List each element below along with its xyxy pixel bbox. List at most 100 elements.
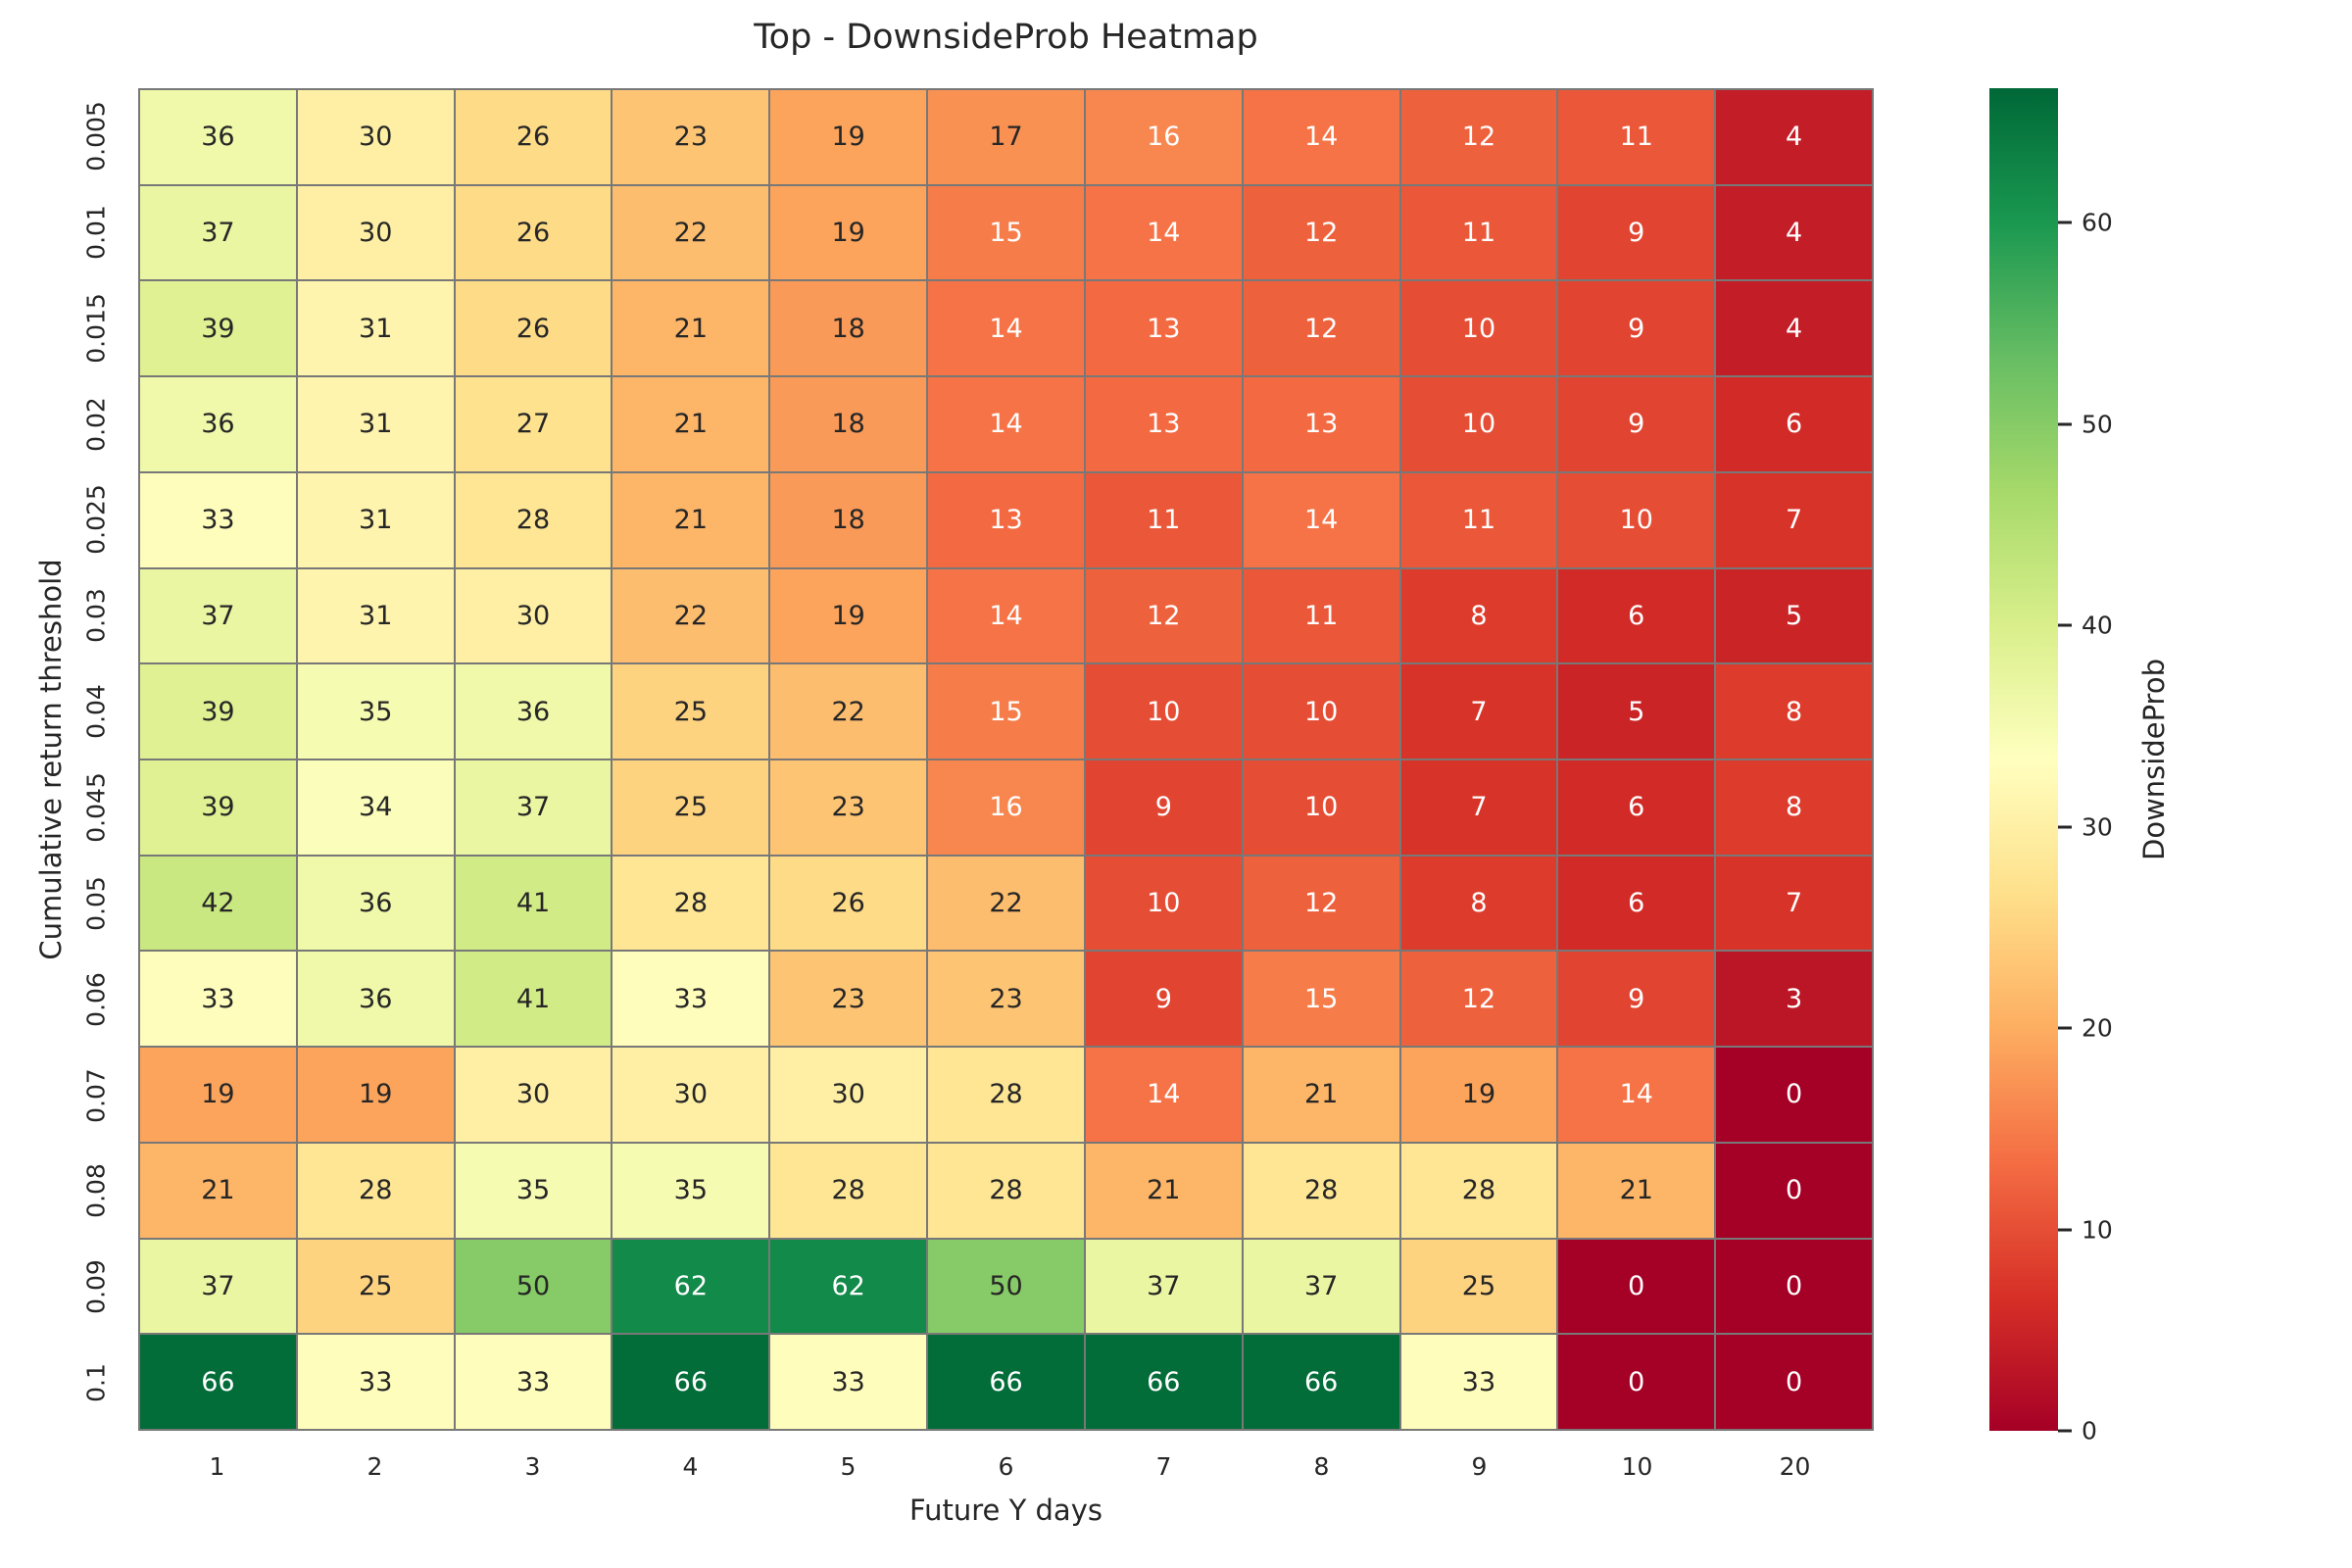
heatmap-cell: 16: [1085, 90, 1242, 184]
heatmap-cell: 23: [770, 952, 927, 1047]
colorbar-tick-label: 50: [2082, 410, 2113, 439]
y-tick-label: 0.06: [81, 971, 111, 1027]
colorbar-tick-label: 40: [2082, 611, 2113, 640]
heatmap-cell: 36: [140, 90, 296, 184]
colorbar-tick-label: 20: [2082, 1013, 2113, 1043]
heatmap-cell: 14: [928, 377, 1084, 471]
heatmap-cell: 19: [1400, 1048, 1557, 1142]
y-tick-label: 0.045: [81, 772, 111, 843]
heatmap-cell: 13: [1243, 377, 1399, 471]
heatmap-cell: 33: [140, 472, 296, 567]
heatmap-cell: 12: [1243, 281, 1399, 376]
y-tick-label: 0.005: [81, 101, 111, 172]
heatmap-cell: 5: [1558, 664, 1715, 759]
x-tick-label: 5: [840, 1452, 857, 1481]
heatmap-cell: 23: [770, 760, 927, 855]
colorbar-tick-label: 60: [2082, 208, 2113, 237]
colorbar-tick-mark: [2058, 1026, 2072, 1030]
heatmap-cell: 31: [297, 472, 454, 567]
x-tick-label: 8: [1313, 1452, 1330, 1481]
heatmap-cell: 33: [297, 1335, 454, 1429]
heatmap-cell: 66: [1085, 1335, 1242, 1429]
heatmap-cell: 33: [1400, 1335, 1557, 1429]
heatmap-cell: 34: [297, 760, 454, 855]
heatmap-cell: 26: [770, 856, 927, 951]
heatmap-cell: 28: [928, 1143, 1084, 1238]
heatmap-cell: 8: [1400, 856, 1557, 951]
heatmap-cell: 9: [1558, 377, 1715, 471]
heatmap-cell: 36: [140, 377, 296, 471]
heatmap-cell: 21: [612, 472, 769, 567]
heatmap-cell: 17: [928, 90, 1084, 184]
y-tick-label: 0.01: [81, 204, 111, 260]
heatmap-cell: 21: [1243, 1048, 1399, 1142]
heatmap-cell: 0: [1716, 1143, 1872, 1238]
heatmap-cell: 66: [612, 1335, 769, 1429]
heatmap-cell: 14: [1243, 472, 1399, 567]
y-tick-label: 0.025: [81, 484, 111, 556]
heatmap-cell: 7: [1400, 760, 1557, 855]
heatmap-cell: 21: [140, 1143, 296, 1238]
heatmap-cell: 8: [1716, 664, 1872, 759]
heatmap-cell: 14: [928, 568, 1084, 663]
heatmap-cell: 41: [455, 952, 612, 1047]
heatmap-cell: 23: [928, 952, 1084, 1047]
heatmap-cell: 5: [1716, 568, 1872, 663]
heatmap-cell: 50: [455, 1239, 612, 1334]
x-axis-label: Future Y days: [909, 1494, 1102, 1527]
heatmap-cell: 33: [140, 952, 296, 1047]
heatmap-cell: 11: [1243, 568, 1399, 663]
heatmap-cell: 22: [770, 664, 927, 759]
heatmap-cell: 14: [1243, 90, 1399, 184]
colorbar-tick-label: 10: [2082, 1215, 2113, 1244]
heatmap-cell: 25: [612, 760, 769, 855]
heatmap-cell: 14: [1558, 1048, 1715, 1142]
heatmap-cell: 31: [297, 281, 454, 376]
heatmap-cell: 4: [1716, 90, 1872, 184]
heatmap-cell: 25: [1400, 1239, 1557, 1334]
heatmap-cell: 10: [1243, 760, 1399, 855]
heatmap-cell: 12: [1243, 185, 1399, 280]
heatmap-cell: 0: [1558, 1239, 1715, 1334]
heatmap-cell: 15: [928, 664, 1084, 759]
heatmap-cell: 37: [1085, 1239, 1242, 1334]
heatmap-cell: 9: [1558, 952, 1715, 1047]
heatmap-cell: 19: [770, 185, 927, 280]
heatmap-cell: 30: [455, 568, 612, 663]
heatmap-cell: 39: [140, 664, 296, 759]
heatmap-cell: 28: [770, 1143, 927, 1238]
heatmap-cell: 15: [928, 185, 1084, 280]
heatmap-cell: 30: [455, 1048, 612, 1142]
heatmap-cell: 28: [455, 472, 612, 567]
x-tick-label: 2: [367, 1452, 383, 1481]
heatmap-cell: 9: [1085, 952, 1242, 1047]
heatmap-cell: 4: [1716, 185, 1872, 280]
heatmap-cell: 4: [1716, 281, 1872, 376]
heatmap-cell: 0: [1716, 1048, 1872, 1142]
colorbar-tick-mark: [2058, 220, 2072, 224]
heatmap-cell: 8: [1716, 760, 1872, 855]
heatmap-cell: 30: [770, 1048, 927, 1142]
heatmap-cell: 0: [1716, 1239, 1872, 1334]
x-tick-label: 3: [524, 1452, 541, 1481]
heatmap-cell: 28: [928, 1048, 1084, 1142]
y-tick-label: 0.03: [81, 588, 111, 644]
heatmap-cell: 9: [1558, 185, 1715, 280]
heatmap-cell: 62: [612, 1239, 769, 1334]
y-tick-label: 0.05: [81, 875, 111, 931]
colorbar-tick-label: 0: [2082, 1416, 2097, 1446]
heatmap-cell: 39: [140, 760, 296, 855]
heatmap-cell: 35: [297, 664, 454, 759]
heatmap-cell: 7: [1716, 856, 1872, 951]
x-tick-label: 20: [1779, 1452, 1811, 1481]
heatmap-cell: 18: [770, 472, 927, 567]
heatmap-cell: 14: [1085, 1048, 1242, 1142]
heatmap-cell: 8: [1400, 568, 1557, 663]
x-tick-label: 9: [1471, 1452, 1488, 1481]
heatmap-cell: 37: [140, 185, 296, 280]
heatmap-cell: 36: [455, 664, 612, 759]
heatmap-cell: 6: [1558, 568, 1715, 663]
y-tick-label: 0.08: [81, 1163, 111, 1219]
heatmap-cell: 12: [1400, 90, 1557, 184]
